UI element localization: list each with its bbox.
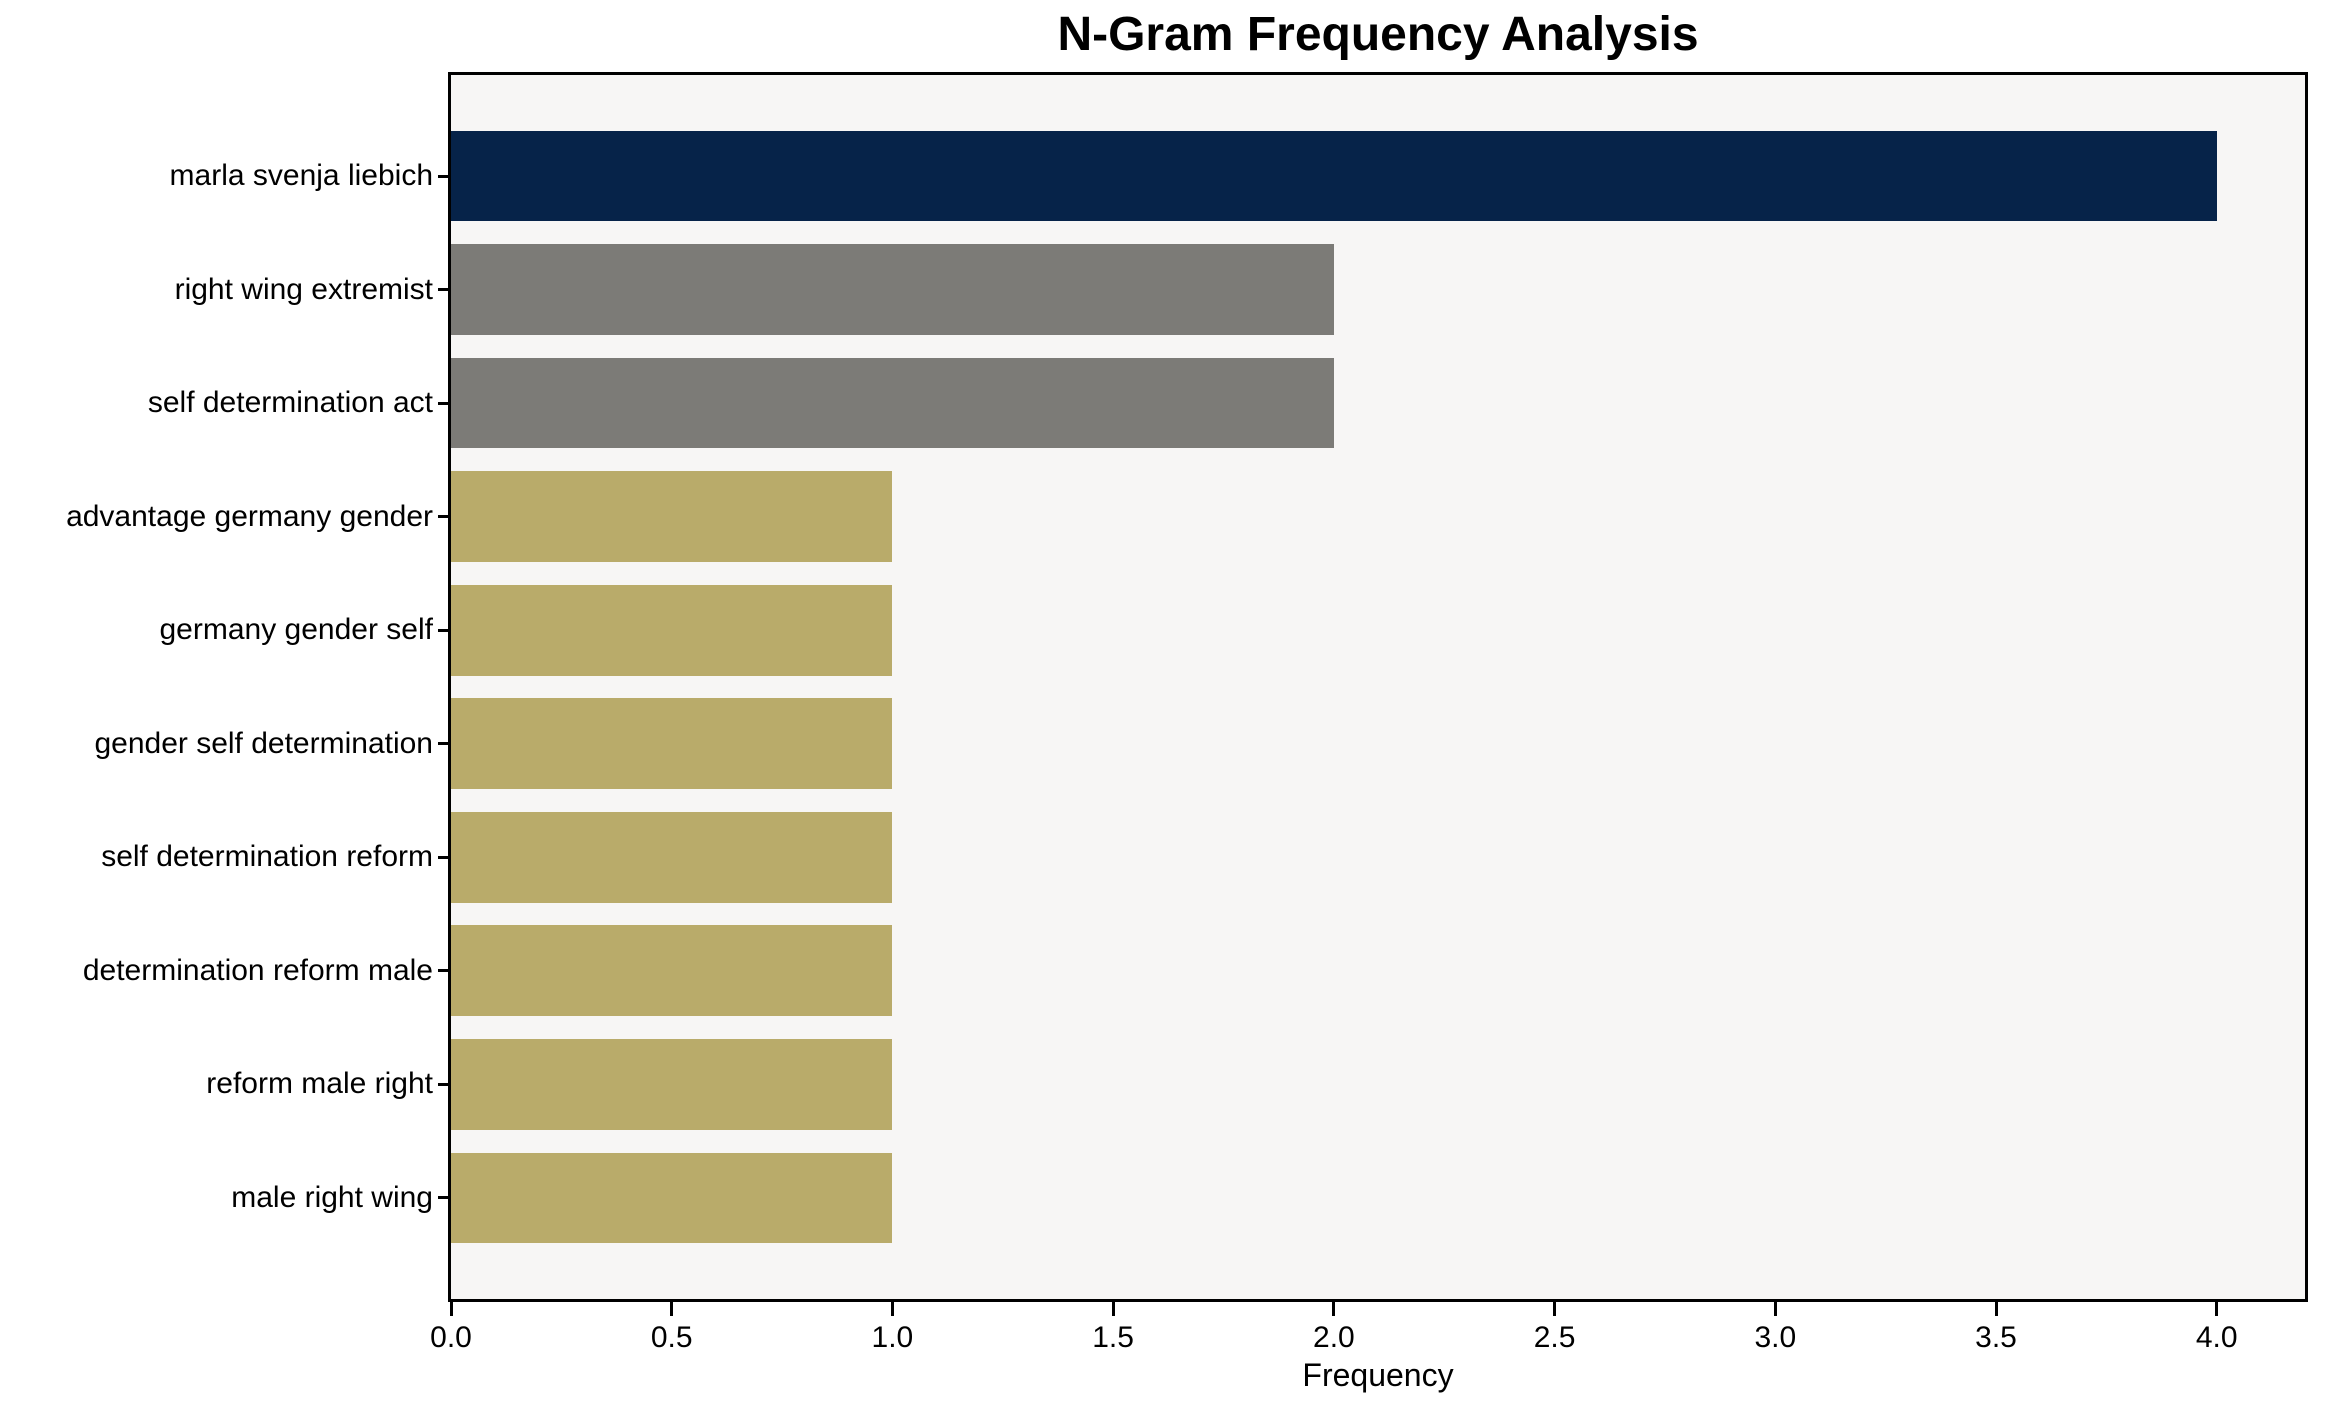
bar-self-determination-act [451, 357, 1334, 449]
x-tick-label: 1.0 [871, 1321, 914, 1354]
y-tick-mark [438, 1082, 448, 1086]
y-tick-label: advantage germany gender [66, 499, 433, 533]
x-tick-mark [670, 1302, 674, 1316]
y-tick-label: gender self determination [94, 726, 433, 760]
y-tick-mark [438, 969, 448, 973]
y-tick-label: germany gender self [159, 613, 434, 647]
x-tick-label: 2.5 [1533, 1321, 1576, 1354]
x-tick-mark [1111, 1302, 1115, 1316]
y-tick-mark [438, 855, 448, 859]
x-tick-mark [1773, 1302, 1777, 1316]
x-tick-mark [1553, 1302, 1557, 1316]
bar-germany-gender-self [451, 584, 893, 676]
y-tick-mark [438, 288, 448, 292]
bar-determination-reform-male [451, 925, 893, 1017]
x-tick-label: 2.0 [1313, 1321, 1355, 1354]
x-tick-label: 4.0 [2195, 1321, 2238, 1354]
y-tick-mark [438, 742, 448, 746]
x-tick-label: 3.0 [1754, 1321, 1797, 1354]
y-tick-mark [438, 628, 448, 632]
bar-reform-male-right [451, 1039, 893, 1130]
y-tick-mark [438, 401, 448, 405]
x-tick-mark [2215, 1302, 2219, 1316]
y-tick-label: reform male right [206, 1067, 433, 1101]
x-tick-mark [1332, 1302, 1336, 1316]
bar-self-determination-reform [451, 811, 893, 903]
x-tick-mark [890, 1302, 894, 1316]
x-tick-label: 0.5 [650, 1321, 693, 1354]
x-tick-label: 1.5 [1092, 1321, 1134, 1354]
y-tick-mark [438, 1196, 448, 1200]
y-tick-mark [438, 174, 448, 178]
y-tick-label: male right wing [231, 1180, 433, 1214]
y-tick-label: right wing extremist [174, 272, 433, 306]
bar-gender-self-determination [451, 698, 893, 790]
plot-area [448, 72, 2308, 1302]
y-tick-label: determination reform male [82, 953, 433, 987]
x-tick-label: 0.0 [430, 1321, 472, 1354]
bar-male-right-wing [451, 1152, 893, 1244]
y-tick-label: self determination reform [101, 840, 433, 874]
x-tick-mark [1994, 1302, 1998, 1316]
y-tick-label: marla svenja liebich [169, 159, 433, 193]
bar-marla-svenja-liebich [451, 130, 2217, 222]
chart-title: N-Gram Frequency Analysis [1057, 8, 1699, 61]
x-tick-mark [449, 1302, 453, 1316]
bar-advantage-germany-gender [451, 471, 893, 563]
y-tick-mark [438, 515, 448, 519]
x-tick-label: 3.5 [1975, 1321, 2017, 1354]
y-tick-label: self determination act [147, 386, 433, 420]
x-axis-label: Frequency [1302, 1357, 1454, 1393]
bar-right-wing-extremist [451, 244, 1334, 335]
